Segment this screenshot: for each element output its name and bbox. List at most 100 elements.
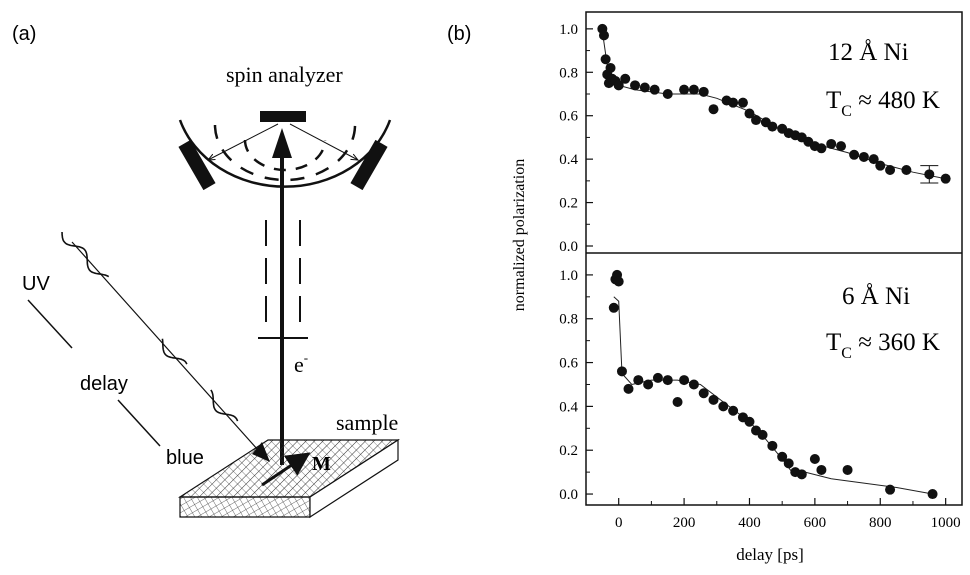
y-tick-label: 1.0 [559, 268, 578, 284]
electron-label: e- [294, 350, 308, 377]
data-point [708, 104, 719, 115]
data-point [630, 80, 641, 91]
laser-beam-straight [71, 241, 259, 451]
scatter-arrow-left [208, 123, 279, 160]
y-tick-label: 0.2 [559, 443, 578, 459]
delay-leader [117, 399, 161, 447]
fit-line [613, 296, 933, 495]
top-curie-label: TC ≈ 480 K [826, 87, 940, 120]
data-point [613, 276, 624, 287]
data-point [836, 141, 847, 152]
data-point [728, 97, 739, 108]
panel-b-label: (b) [447, 23, 471, 45]
data-point [708, 394, 719, 405]
data-point [623, 383, 634, 394]
data-point [744, 416, 755, 427]
blue-label: blue [166, 447, 204, 469]
data-point [816, 143, 827, 154]
data-point [688, 84, 699, 95]
data-point [875, 160, 886, 171]
data-point [679, 84, 690, 95]
top-plot: 0.0 0.2 0.4 0.6 0.8 1.0 [559, 22, 951, 255]
magnetization-label: M [312, 453, 331, 475]
delay-label: delay [80, 373, 128, 395]
data-point [672, 397, 683, 408]
data-point [698, 388, 709, 399]
data-point [639, 82, 650, 93]
data-point [767, 440, 778, 451]
y-axis-label: normalized polarization [511, 159, 528, 311]
data-point [688, 379, 699, 390]
y-tick-label: 1.0 [559, 22, 578, 38]
data-point [809, 453, 820, 464]
data-point [662, 375, 673, 386]
analyzer-inner-arc-2 [243, 139, 327, 172]
data-point [940, 173, 951, 184]
x-tick-label: 800 [869, 515, 892, 531]
data-point [662, 89, 673, 99]
top-sample-label: 12 Å Ni [828, 39, 909, 66]
detector-right [350, 139, 388, 191]
x-axis-label: delay [ps] [736, 545, 804, 564]
y-tick-label: 0.0 [559, 239, 578, 255]
data-point [718, 401, 729, 412]
analyzer-target [260, 111, 306, 122]
x-tick-label: 0 [615, 515, 623, 531]
laser-beam-wavy [61, 231, 239, 422]
data-point [728, 405, 739, 416]
data-point [826, 138, 837, 149]
electron-beam-arrow [272, 128, 292, 158]
data-point [751, 115, 762, 126]
y-tick-label: 0.6 [559, 109, 578, 125]
x-tick-label: 400 [738, 515, 761, 531]
data-point [598, 30, 609, 41]
y-tick-label: 0.4 [559, 399, 578, 415]
data-point [927, 489, 938, 500]
data-point [858, 151, 869, 162]
data-point [605, 62, 616, 73]
data-point [698, 86, 709, 97]
detector-left [178, 139, 216, 191]
x-tick-label: 200 [673, 515, 696, 531]
data-point [613, 80, 624, 91]
uv-label: UV [22, 273, 50, 295]
data-point [885, 484, 896, 495]
data-point [868, 154, 879, 165]
data-point [616, 366, 627, 377]
y-tick-label: 0.8 [559, 312, 578, 328]
y-tick-label: 0.6 [559, 356, 578, 372]
data-point [744, 108, 755, 119]
data-point [620, 73, 631, 84]
data-point [849, 149, 860, 160]
data-point [643, 379, 654, 390]
data-point [796, 469, 807, 480]
scatter-arrow-right [289, 123, 358, 160]
y-tick-label: 0.4 [559, 152, 578, 168]
magnetization-arrow [261, 452, 311, 487]
data-point [679, 375, 690, 386]
bottom-sample-label: 6 Å Ni [842, 283, 910, 310]
x-tick-label: 600 [804, 515, 827, 531]
data-point [783, 458, 794, 469]
bottom-plot: 0.0 0.2 0.4 0.6 0.8 1.0 0 200 400 600 800 1000 [559, 252, 961, 531]
data-point [600, 54, 611, 65]
bottom-curie-label: TC ≈ 360 K [826, 329, 940, 362]
data-point [901, 165, 912, 175]
data-point [885, 165, 896, 175]
data-point [767, 121, 778, 132]
data-point [757, 429, 768, 440]
data-point [842, 464, 853, 475]
spin-analyzer-label: spin analyzer [226, 62, 343, 87]
data-point [816, 464, 827, 475]
uv-leader [27, 299, 73, 349]
plot-frame [585, 11, 963, 506]
data-point [652, 372, 663, 383]
data-point [608, 302, 619, 313]
data-point [633, 375, 644, 386]
sample-label: sample [336, 410, 398, 435]
data-point [649, 84, 660, 95]
y-tick-label: 0.2 [559, 196, 578, 212]
data-point [737, 97, 748, 108]
sample-side [309, 438, 399, 519]
